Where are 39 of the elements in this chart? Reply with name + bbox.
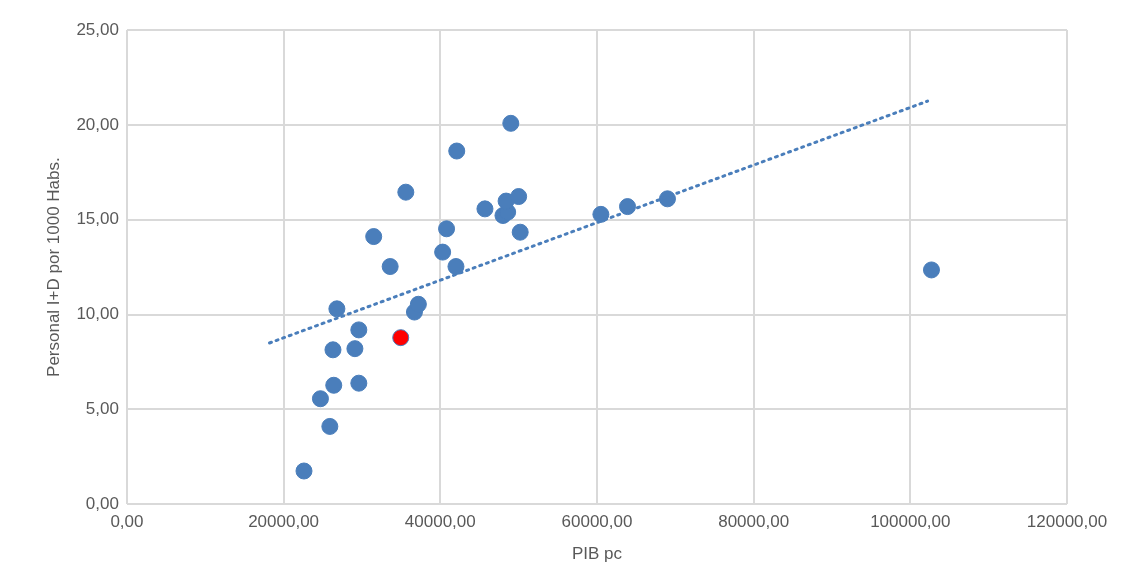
x-tick-label: 60000,00 [561, 512, 633, 532]
point [922, 261, 940, 279]
y-tick-label: 10,00 [76, 304, 119, 324]
y-tick-label: 20,00 [76, 114, 119, 134]
point [350, 374, 368, 392]
y-axis-title: Personal I+D por 1000 Habs. [43, 157, 63, 377]
x-tick-label: 40000,00 [404, 512, 476, 532]
y-tick-label: 15,00 [76, 209, 119, 229]
y-tick-label: 25,00 [76, 19, 119, 39]
x-tick-label: 100000,00 [870, 512, 951, 532]
point [448, 142, 466, 160]
point [409, 295, 427, 313]
x-tick-label: 20000,00 [248, 512, 320, 532]
point [502, 114, 520, 132]
point [476, 200, 494, 218]
point [350, 321, 368, 339]
point [397, 183, 415, 201]
point [592, 205, 610, 223]
point [324, 341, 342, 359]
y-tick-label: 5,00 [85, 399, 119, 419]
point [328, 300, 346, 318]
point [365, 228, 383, 246]
point [434, 243, 452, 261]
point [346, 340, 364, 358]
point [381, 258, 399, 276]
x-axis-title: PIB pc [571, 544, 623, 564]
point [392, 329, 410, 347]
point [511, 223, 529, 241]
y-tick-label: 0,00 [85, 493, 119, 513]
x-tick-label: 120000,00 [1026, 512, 1108, 532]
point [447, 258, 465, 276]
point [325, 376, 343, 394]
point [311, 390, 329, 408]
point [510, 188, 528, 206]
x-tick-label: 0,00 [110, 512, 144, 532]
point [321, 417, 339, 435]
point [438, 220, 456, 238]
point [295, 462, 313, 480]
x-tick-label: 80000,00 [718, 512, 790, 532]
